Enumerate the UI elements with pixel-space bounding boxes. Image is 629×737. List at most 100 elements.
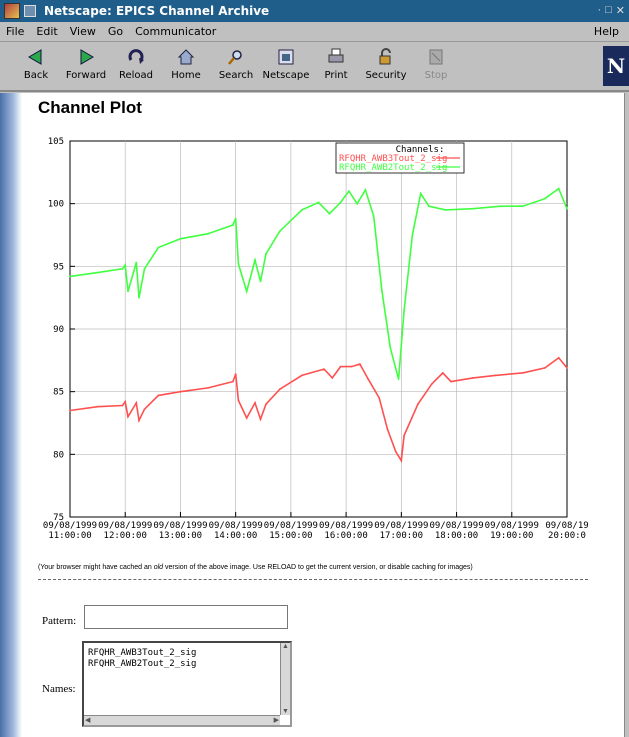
series-point: [265, 403, 267, 406]
series-point: [127, 290, 129, 293]
series-point: [121, 267, 124, 270]
menu-help[interactable]: Help: [593, 25, 619, 38]
series-point: [245, 417, 248, 419]
search-icon: [228, 50, 242, 65]
series-point: [138, 296, 140, 299]
series-point: [566, 366, 568, 369]
window-title: Netscape: EPICS Channel Archive: [44, 4, 270, 18]
stop-button[interactable]: Stop: [412, 42, 460, 90]
series-point: [367, 378, 370, 381]
scroll-right-icon[interactable]: ▶: [273, 717, 279, 724]
series-point: [124, 264, 127, 266]
series-point: [143, 408, 146, 411]
x-tick-date: 09/08/1999: [98, 521, 152, 531]
series-point: [350, 365, 353, 368]
series-point: [347, 190, 350, 193]
series-point: [419, 192, 422, 195]
series-point: [234, 373, 237, 376]
forward-button[interactable]: Forward: [62, 42, 110, 90]
names-option[interactable]: RFQHR_AWB3Tout_2_sig: [88, 648, 197, 658]
x-tick-time: 17:00:00: [380, 531, 423, 541]
x-tick-time: 16:00:00: [324, 531, 367, 541]
series-point: [403, 434, 405, 437]
series-point: [472, 376, 475, 379]
window-controls: · □ ✕: [597, 4, 625, 17]
names-vertical-scrollbar[interactable]: ▲ ▼: [280, 643, 290, 715]
x-tick-date: 09/08/1999: [264, 521, 318, 531]
menu-edit[interactable]: Edit: [36, 25, 58, 38]
cache-note-em: old: [153, 564, 164, 571]
x-tick-date: 09/08/1999: [43, 521, 97, 531]
y-tick-label: 75: [53, 513, 64, 523]
back-button-label: Back: [23, 70, 49, 81]
menu-file[interactable]: File: [6, 25, 25, 38]
print-button-label: Print: [324, 70, 348, 81]
series-point: [521, 371, 524, 374]
x-tick-time: 18:00:00: [435, 531, 478, 541]
page-content: Channel Plot 75 80 85 90 95 100 105 09/08/1999 1…: [0, 93, 629, 737]
series-point: [411, 234, 414, 236]
lock-icon: [379, 48, 391, 65]
series-point: [403, 309, 405, 312]
series-point: [301, 209, 303, 211]
netscape-logo[interactable]: N: [603, 46, 629, 86]
series-point: [339, 201, 342, 204]
menu-communicator[interactable]: Communicator: [135, 25, 217, 38]
home-button[interactable]: Home: [162, 42, 210, 90]
series-point: [254, 402, 256, 404]
window-shade-icon[interactable]: [24, 5, 36, 17]
series-point: [557, 187, 560, 190]
pattern-input[interactable]: [84, 605, 288, 629]
scroll-up-icon[interactable]: ▲: [282, 643, 289, 650]
series-point: [259, 418, 262, 421]
names-list: RFQHR_AWB3Tout_2_sig RFQHR_AWB2Tout_2_si…: [88, 648, 284, 670]
series-point: [234, 217, 237, 220]
x-tick-date: 09/08/1999: [153, 521, 207, 531]
legend-entry-label: RFQHR_AWB3Tout_2_sig: [339, 154, 447, 164]
channel-plot: 758085909510010509/08/199911:00:0009/08/…: [43, 137, 589, 541]
menu-view[interactable]: View: [69, 25, 96, 38]
series-point: [138, 419, 140, 422]
series-point: [339, 365, 342, 368]
names-horizontal-scrollbar[interactable]: ◀ ▶: [84, 715, 280, 725]
series-point: [207, 232, 209, 235]
home-button-label: Home: [171, 70, 201, 81]
names-select[interactable]: RFQHR_AWB3Tout_2_sig RFQHR_AWB2Tout_2_si…: [82, 641, 292, 727]
series-point: [157, 246, 160, 249]
netscape-button[interactable]: Netscape: [262, 42, 310, 90]
page-scrollbar[interactable]: [624, 93, 629, 737]
series-point: [359, 363, 361, 365]
close-icon[interactable]: ✕: [615, 5, 625, 17]
scroll-left-icon[interactable]: ◀: [85, 717, 91, 724]
series-point: [265, 252, 267, 255]
x-tick-time: 12:00:00: [104, 531, 147, 541]
back-button[interactable]: Back: [12, 42, 60, 90]
series-point: [207, 387, 209, 389]
legend-entry-label: RFQHR_AWB2Tout_2_sig: [339, 163, 447, 173]
maximize-icon[interactable]: □: [605, 4, 612, 16]
series-point: [259, 280, 262, 283]
x-tick-time: 13:00:00: [159, 531, 202, 541]
series-point: [179, 390, 182, 393]
print-button[interactable]: Print: [312, 42, 360, 90]
series-point: [521, 205, 524, 208]
menu-go[interactable]: Go: [107, 25, 124, 38]
y-tick-label: 95: [53, 262, 64, 272]
x-tick-date: 09/08/1999: [374, 521, 428, 531]
series-point: [430, 383, 433, 386]
names-option[interactable]: RFQHR_AWB2Tout_2_sig: [88, 659, 197, 669]
y-tick-label: 90: [53, 325, 64, 335]
reload-button[interactable]: Reload: [112, 42, 160, 90]
security-button[interactable]: Security: [362, 42, 410, 90]
x-tick-date: 09/08/1999: [429, 521, 483, 531]
window-menu-icon[interactable]: [4, 3, 20, 19]
series-point: [317, 201, 320, 204]
minimize-icon[interactable]: ·: [597, 4, 602, 16]
series-point: [278, 230, 281, 233]
reload-icon: [128, 49, 144, 64]
scroll-down-icon[interactable]: ▼: [282, 708, 289, 715]
y-tick-label: 85: [53, 388, 64, 398]
search-button[interactable]: Search: [212, 42, 260, 90]
x-tick-date: 09/08/1999: [485, 521, 539, 531]
search-button-label: Search: [218, 70, 254, 81]
